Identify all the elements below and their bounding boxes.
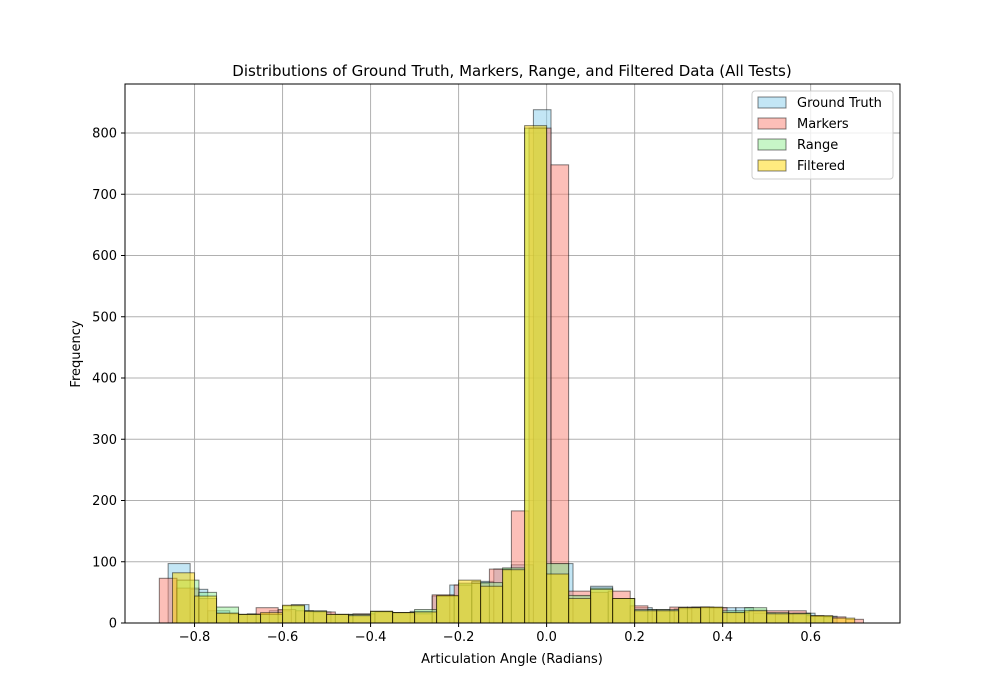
y-tick-label: 200 — [92, 494, 117, 509]
histogram-bar — [678, 607, 702, 624]
histogram-bar — [568, 598, 592, 624]
x-axis-label: Articulation Angle (Radians) — [421, 652, 603, 667]
histogram-bar — [458, 579, 482, 624]
legend-label: Range — [797, 138, 838, 153]
histogram-bar — [502, 569, 526, 624]
x-axis: −0.8 −0.6 −0.4 −0.2 0.0 0.2 0.4 0.6 — [179, 623, 821, 645]
legend-box — [751, 90, 894, 180]
histogram-bar — [304, 610, 328, 624]
histogram-bar — [722, 612, 746, 624]
histogram-bar — [744, 610, 768, 624]
series-range — [176, 127, 834, 624]
x-tick-label: −0.2 — [443, 630, 475, 645]
histogram-bar — [766, 613, 790, 624]
histogram-bar — [436, 594, 460, 624]
histogram-bars — [158, 109, 864, 624]
histogram-bar — [238, 613, 262, 624]
histogram-bar — [348, 615, 372, 624]
y-axis: 0 100 200 300 400 500 600 700 800 — [92, 127, 125, 632]
series-markers — [158, 127, 864, 624]
legend-label: Ground Truth — [797, 96, 882, 111]
histogram-bar — [414, 611, 438, 624]
legend-swatch — [757, 138, 787, 151]
histogram-bar — [480, 585, 504, 624]
y-tick-label: 800 — [92, 127, 117, 142]
y-axis-label: Frequency — [69, 320, 84, 387]
legend-swatch — [757, 159, 787, 172]
histogram-bar — [172, 572, 196, 624]
histogram-bar — [656, 610, 680, 624]
legend-swatch — [757, 117, 787, 130]
histogram-bar — [832, 617, 856, 624]
histogram-bar — [524, 125, 548, 624]
histogram-bar — [260, 612, 284, 624]
histogram-bar — [326, 613, 350, 624]
chart-title: Distributions of Ground Truth, Markers, … — [232, 62, 791, 80]
y-tick-label: 100 — [92, 555, 117, 570]
legend-swatch — [757, 96, 787, 109]
histogram-bar — [634, 610, 658, 624]
x-tick-label: −0.6 — [267, 630, 299, 645]
plot-frame — [124, 83, 901, 624]
histogram-bar — [546, 573, 570, 624]
histogram-bar — [282, 604, 306, 624]
histogram-bar — [590, 588, 614, 624]
histogram-bar — [612, 598, 636, 624]
histogram-bar — [392, 612, 416, 624]
y-tick-label: 500 — [92, 310, 117, 325]
x-tick-label: −0.8 — [179, 630, 211, 645]
histogram-bar — [216, 612, 240, 624]
x-tick-label: 0.2 — [624, 630, 645, 645]
legend-label: Filtered — [797, 159, 845, 174]
y-tick-label: 700 — [92, 188, 117, 203]
x-tick-label: −0.4 — [355, 630, 387, 645]
histogram-bar — [194, 595, 218, 624]
x-tick-label: 0.4 — [712, 630, 733, 645]
x-tick-label: 0.0 — [536, 630, 557, 645]
legend-label: Markers — [797, 117, 849, 132]
histogram-bar — [700, 606, 724, 624]
legend: Ground Truth Markers Range Filtered — [751, 90, 894, 180]
y-tick-label: 0 — [109, 617, 117, 632]
series-ground-truth — [167, 109, 838, 624]
x-tick-label: 0.6 — [800, 630, 821, 645]
y-tick-label: 400 — [92, 372, 117, 387]
histogram-bar — [788, 613, 812, 624]
grid-lines — [125, 84, 900, 624]
histogram-bar — [370, 610, 394, 624]
histogram-bar — [810, 615, 834, 624]
y-tick-label: 600 — [92, 249, 117, 264]
histogram-bar — [550, 164, 570, 624]
y-tick-label: 300 — [92, 433, 117, 448]
series-filtered — [172, 125, 856, 624]
